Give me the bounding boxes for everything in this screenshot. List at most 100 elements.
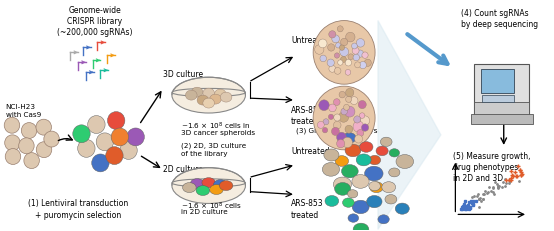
Text: Untreated: Untreated xyxy=(291,147,330,156)
Circle shape xyxy=(315,45,324,54)
Circle shape xyxy=(358,100,366,109)
Ellipse shape xyxy=(335,182,351,195)
Ellipse shape xyxy=(172,168,245,204)
Ellipse shape xyxy=(360,142,373,152)
FancyBboxPatch shape xyxy=(474,102,529,116)
Ellipse shape xyxy=(334,177,352,191)
Text: NCI-H23
with Cas9: NCI-H23 with Cas9 xyxy=(6,104,41,118)
Text: (2) 2D, 3D culture
of the library: (2) 2D, 3D culture of the library xyxy=(181,143,246,157)
Circle shape xyxy=(319,39,327,48)
Ellipse shape xyxy=(345,144,361,157)
Circle shape xyxy=(341,38,348,46)
Circle shape xyxy=(345,106,355,117)
Ellipse shape xyxy=(219,181,233,191)
Circle shape xyxy=(88,116,105,134)
Circle shape xyxy=(329,104,336,112)
Circle shape xyxy=(36,119,52,135)
Circle shape xyxy=(327,44,335,51)
Circle shape xyxy=(341,56,346,63)
Ellipse shape xyxy=(214,89,226,99)
Circle shape xyxy=(343,104,350,110)
Circle shape xyxy=(313,86,375,150)
Circle shape xyxy=(346,88,354,97)
Circle shape xyxy=(335,53,340,58)
FancyBboxPatch shape xyxy=(474,64,529,116)
Circle shape xyxy=(127,128,145,146)
Circle shape xyxy=(322,128,327,133)
Ellipse shape xyxy=(172,88,245,97)
Circle shape xyxy=(357,130,364,137)
Text: (1) Lentiviral transduction
+ puromycin selection: (1) Lentiviral transduction + puromycin … xyxy=(28,200,128,220)
Circle shape xyxy=(120,141,137,159)
Circle shape xyxy=(44,131,59,147)
Circle shape xyxy=(24,153,39,169)
Circle shape xyxy=(353,121,364,132)
Ellipse shape xyxy=(197,95,209,105)
Ellipse shape xyxy=(381,137,392,146)
Polygon shape xyxy=(378,21,441,229)
Circle shape xyxy=(337,26,343,32)
Text: ARS-853
treated: ARS-853 treated xyxy=(291,200,324,220)
Circle shape xyxy=(319,100,329,111)
Circle shape xyxy=(353,54,360,61)
Ellipse shape xyxy=(324,149,339,161)
FancyBboxPatch shape xyxy=(482,95,514,102)
Text: 3D cancer spheroids: 3D cancer spheroids xyxy=(181,130,255,136)
Circle shape xyxy=(345,59,352,66)
Circle shape xyxy=(337,132,346,142)
Circle shape xyxy=(361,124,368,131)
Circle shape xyxy=(334,114,341,121)
Circle shape xyxy=(357,50,363,57)
Circle shape xyxy=(336,43,341,48)
Circle shape xyxy=(342,137,352,148)
Ellipse shape xyxy=(325,195,338,207)
Circle shape xyxy=(92,154,109,172)
Ellipse shape xyxy=(370,182,383,193)
Circle shape xyxy=(107,112,125,130)
Circle shape xyxy=(111,128,129,146)
Circle shape xyxy=(73,125,90,143)
Circle shape xyxy=(340,47,348,56)
Text: (4) Count sgRNAs
by deep sequencing: (4) Count sgRNAs by deep sequencing xyxy=(461,9,538,29)
Circle shape xyxy=(339,91,346,98)
FancyBboxPatch shape xyxy=(471,114,533,124)
Ellipse shape xyxy=(191,179,204,188)
Text: ~1.6 $\times$ 10$^8$ cells in: ~1.6 $\times$ 10$^8$ cells in xyxy=(181,121,250,132)
Ellipse shape xyxy=(172,77,245,113)
Circle shape xyxy=(106,147,123,164)
Circle shape xyxy=(331,127,340,135)
Circle shape xyxy=(334,99,340,106)
Circle shape xyxy=(346,96,352,102)
Circle shape xyxy=(360,116,370,125)
Circle shape xyxy=(360,61,366,69)
Circle shape xyxy=(355,135,362,143)
Ellipse shape xyxy=(353,223,369,231)
Circle shape xyxy=(4,135,20,151)
Circle shape xyxy=(355,62,361,68)
Circle shape xyxy=(320,55,326,62)
Circle shape xyxy=(5,149,20,164)
Ellipse shape xyxy=(376,146,388,156)
Circle shape xyxy=(345,125,353,133)
Ellipse shape xyxy=(369,181,381,191)
Ellipse shape xyxy=(202,178,216,188)
Ellipse shape xyxy=(220,92,232,102)
Circle shape xyxy=(352,47,359,54)
Circle shape xyxy=(341,108,347,115)
Circle shape xyxy=(22,123,37,139)
Ellipse shape xyxy=(322,163,340,176)
Circle shape xyxy=(334,121,341,129)
Ellipse shape xyxy=(353,176,367,187)
Ellipse shape xyxy=(191,87,203,97)
Circle shape xyxy=(350,97,358,105)
Circle shape xyxy=(338,60,343,65)
Ellipse shape xyxy=(342,198,354,207)
Ellipse shape xyxy=(352,175,369,188)
Ellipse shape xyxy=(341,165,358,178)
Circle shape xyxy=(360,113,365,118)
Circle shape xyxy=(317,121,324,128)
Ellipse shape xyxy=(385,195,397,204)
FancyBboxPatch shape xyxy=(481,69,514,93)
Ellipse shape xyxy=(186,90,197,100)
Ellipse shape xyxy=(395,203,409,214)
